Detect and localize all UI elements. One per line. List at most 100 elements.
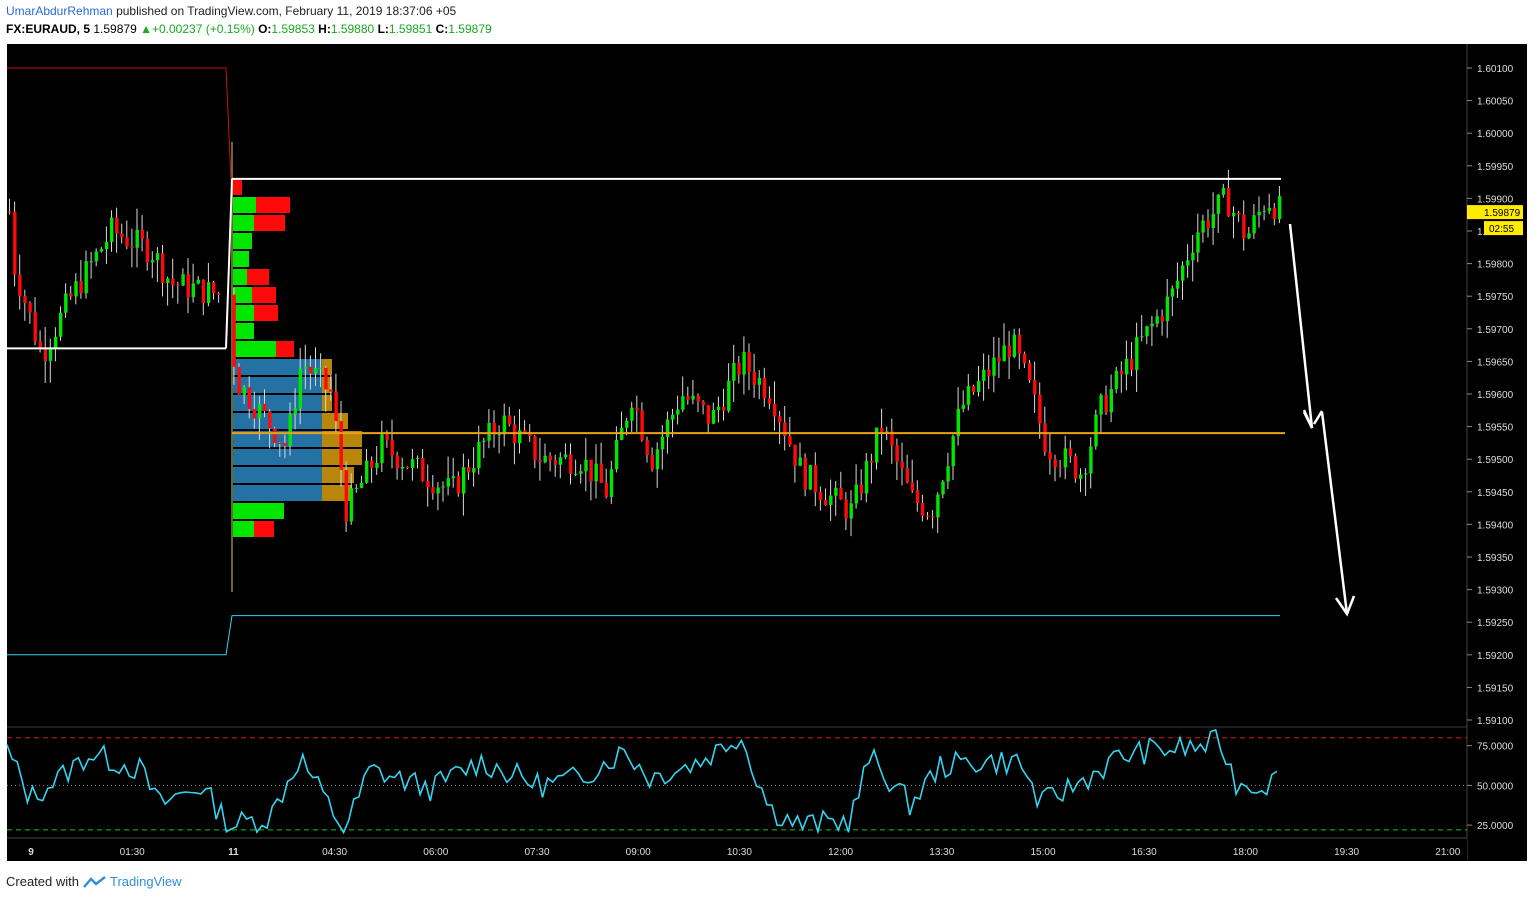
price-tick-label: 1.59650 [1477,357,1514,368]
time-tick-label: 9 [28,847,34,858]
candle-bull-body [359,482,364,488]
candle-bull-body [1216,194,1221,214]
countdown-tag [1484,221,1523,236]
candle-bull-body [655,449,660,470]
candle-bull-body [630,407,634,421]
candle-bull-body [298,368,303,409]
profile-bear-bar [276,341,294,357]
profile-bull-bar [232,269,247,285]
candle-bear-body [773,403,777,417]
profile-bear-bar [254,305,278,321]
candle-bull-body [864,460,869,494]
price-tick-label: 1.59100 [1477,716,1514,727]
price-tick-label: 1.59350 [1477,553,1514,564]
time-axis-area[interactable] [7,838,1467,861]
candle-bear-body [217,293,221,295]
candle-bear-body [8,211,12,213]
arrow-head-1 [1312,410,1324,425]
candle-bull-body [110,217,114,242]
countdown-tag-text: 02:55 [1489,224,1514,235]
candle-bull-body [982,369,986,381]
candle-bear-body [395,455,399,469]
candle-bear-body [79,281,83,294]
candle-bull-body [1165,296,1170,322]
candle-bull-body [451,476,456,479]
candle-bull-body [563,454,568,458]
candle-bull-body [829,495,833,506]
candle-bear-body [1272,207,1277,220]
candle-bull-body [477,441,481,469]
candle-bull-body [48,348,53,361]
candle-bull-body [354,487,359,489]
candle-bull-body [1247,233,1251,239]
candle-bull-body [1135,337,1139,370]
candle-bull-body [1155,316,1159,324]
time-tick-label: 16:30 [1132,847,1157,858]
candle-bear-body [13,211,17,275]
profile-value-area-bar [232,359,322,375]
candle-bear-body [997,357,1001,362]
candle-bull-body [1267,207,1272,211]
candle-bear-body [232,294,236,367]
candle-bear-body [247,387,252,409]
open-label: O: [258,22,272,36]
forecast-arrow [1288,223,1356,617]
candle-bear-body [120,233,124,238]
candle-bull-body [956,408,960,437]
candle-bull-body [946,466,950,482]
profile-bull-bar [232,503,284,519]
lower-band-line [7,615,1280,656]
candle-bull-body [1211,213,1215,229]
candle-bear-body [1033,379,1037,395]
candle-bear-body [43,348,48,361]
candle-bull-body [1099,395,1103,415]
candle-bear-body [145,238,150,263]
candle-bull-body [436,487,440,494]
candle-bear-body [344,469,348,522]
profile-bear-bar [256,197,290,213]
candle-bear-body [324,367,328,390]
candle-bear-body [268,411,272,429]
candle-bear-body [252,408,257,419]
candle-bear-body [1028,363,1032,380]
time-tick-label: 01:30 [120,847,145,858]
current-price-tag [1467,205,1523,220]
candle-bull-body [1262,210,1266,212]
price-tick-label: 1.59400 [1477,520,1514,531]
time-tick-label: 07:30 [524,847,549,858]
candle-bull-body [681,396,685,410]
price-axis-area[interactable] [1467,44,1527,861]
price-tick-label: 1.59950 [1477,162,1514,173]
price-tick-label: 1.59550 [1477,423,1514,434]
candle-bear-body [339,421,343,470]
candle-bear-body [1073,456,1078,479]
symbol-name[interactable]: FX:EURAUD, 5 [6,22,91,36]
profile-bear-bar [252,287,276,303]
candle-bear-body [1237,212,1241,215]
oscillator-line [6,728,1278,835]
candle-bear-body [1048,452,1052,460]
candle-bear-body [859,484,864,494]
candle-bull-body [64,293,68,313]
candle-bull-body [1181,265,1185,281]
tradingview-brand[interactable]: TradingView [109,874,182,889]
price-tick-label: 1.60050 [1477,97,1514,108]
candle-bear-body [926,515,930,517]
candle-bear-body [492,422,496,435]
candle-bull-body [84,261,88,294]
candle-bull-body [1079,474,1083,479]
candle-bear-body [645,439,649,455]
last-price: 1.59879 [93,22,137,36]
candle-bear-body [880,427,884,433]
candle-bear-body [650,454,654,470]
candle-bear-body [140,229,144,239]
symbol-legend: FX:EURAUD, 5 1.59879 ▲+0.00237 (+0.15%) … [6,22,492,36]
candle-bull-body [1084,473,1088,475]
author-link[interactable]: UmarAbdurRehman [6,4,113,18]
time-tick-label: 12:00 [828,847,853,858]
candle-bear-body [538,460,542,463]
published-text: published on TradingView.com, February 1… [116,4,457,18]
profile-bull-bar [232,197,256,213]
candle-bull-body [727,380,731,411]
